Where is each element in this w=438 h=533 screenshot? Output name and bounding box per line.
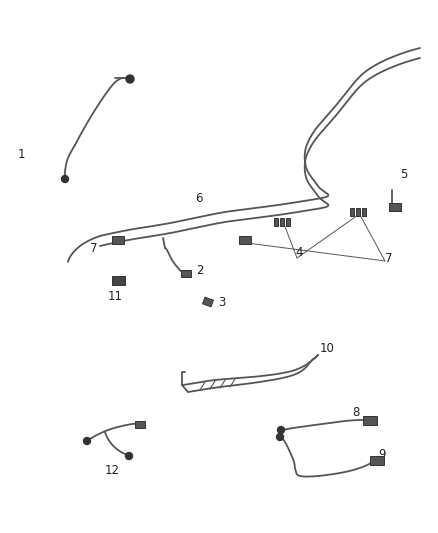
- Bar: [135, 421, 145, 427]
- Text: 7: 7: [90, 241, 98, 254]
- Text: 1: 1: [18, 149, 25, 161]
- Circle shape: [276, 433, 283, 440]
- Bar: [274, 218, 278, 226]
- Text: 10: 10: [320, 342, 335, 354]
- Bar: [362, 208, 366, 216]
- Circle shape: [126, 453, 133, 459]
- Bar: [181, 270, 191, 277]
- Bar: [370, 456, 384, 464]
- Text: 4: 4: [295, 246, 303, 259]
- Circle shape: [278, 426, 285, 433]
- Bar: [389, 203, 401, 211]
- Text: 11: 11: [108, 289, 123, 303]
- Bar: [280, 218, 284, 226]
- Bar: [202, 297, 213, 307]
- Text: 9: 9: [378, 448, 385, 461]
- Circle shape: [126, 75, 134, 83]
- Text: 12: 12: [105, 464, 120, 477]
- Circle shape: [84, 438, 91, 445]
- Bar: [363, 416, 377, 424]
- Circle shape: [61, 175, 68, 182]
- Bar: [350, 208, 354, 216]
- Text: 6: 6: [195, 191, 202, 205]
- Text: 3: 3: [218, 295, 226, 309]
- Bar: [286, 218, 290, 226]
- Text: 8: 8: [352, 406, 359, 418]
- Bar: [356, 208, 360, 216]
- Text: 2: 2: [196, 263, 204, 277]
- Text: 5: 5: [400, 168, 407, 182]
- Text: 7: 7: [385, 252, 392, 264]
- Bar: [239, 236, 251, 244]
- Bar: [112, 276, 124, 285]
- Bar: [112, 236, 124, 244]
